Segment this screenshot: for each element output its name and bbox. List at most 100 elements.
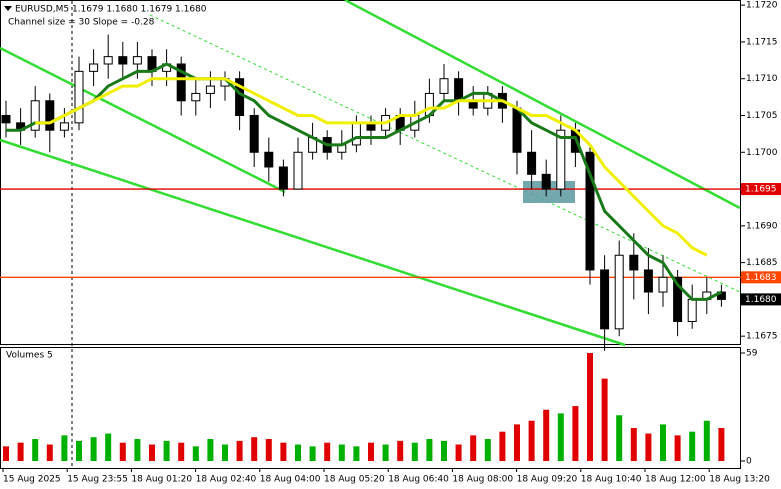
volume-bar [470,435,477,461]
y-tick-label: 1.1700 [746,148,778,158]
y-tick-label: 1.1705 [746,111,778,121]
volume-bar [265,439,272,461]
channel-lower [0,138,626,347]
candle-body [118,56,128,65]
level-label: 1.1680 [745,295,777,305]
y-tick-label: 1.1685 [746,258,778,268]
x-tick-label: 18 Aug 05:20 [324,475,385,485]
channel-upper [344,0,741,210]
x-tick-label: 15 Aug 2025 [3,475,61,485]
volume-bar [703,420,710,461]
x-tick-label: 18 Aug 13:20 [709,475,770,485]
channel-center [149,14,741,293]
candle-body [643,269,653,293]
volume-bar [353,446,360,461]
indicator-label: Channel size = 30 Slope = -0.28 [8,18,155,28]
candle-body [556,129,566,190]
volume-bar [119,442,126,461]
x-tick-label: 18 Aug 01:20 [131,475,192,485]
volume-bar [601,378,608,461]
volume-bar [382,444,389,461]
volume-bar [368,442,374,461]
moving-average [6,62,723,301]
channel-mid [0,46,286,194]
volume-bar [645,433,652,461]
volume-bar [572,406,579,461]
candle-body [527,151,537,175]
volume-bar [674,435,681,461]
volume-bar [76,440,82,461]
volume-bar [251,437,258,461]
volume-bar [338,444,345,461]
volume-bar [192,446,199,461]
x-tick-label: 18 Aug 04:00 [260,475,321,485]
candle-body [614,254,624,330]
volume-bar [455,444,462,461]
volume-bar [134,439,141,461]
candle-body [30,100,40,131]
volume-bar [309,446,316,461]
v-tick-label: 0 [746,457,752,467]
volume-bar [689,431,696,461]
volume-bar [32,439,39,461]
price-pane [0,0,741,345]
volume-bar [207,439,214,461]
volume-bar [178,442,185,461]
candle-body [293,151,303,190]
volume-bar [499,431,506,461]
candle-body [205,85,215,94]
candle-body [673,276,683,322]
candle-body [89,63,99,72]
candle-body [45,100,55,131]
candle-body [585,151,595,271]
volume-pane [0,347,741,469]
y-tick-label: 1.1715 [746,37,778,47]
volume-bar [280,442,287,461]
candle-body [687,298,697,322]
x-tick-label: 18 Aug 06:40 [388,475,449,485]
x-tick-label: 18 Aug 02:40 [196,475,257,485]
volume-bar [17,442,24,461]
volume-bar [397,440,404,461]
volume-bar [718,428,725,461]
volume-bar [61,435,68,461]
volume-title: Volumes 5 [6,351,53,361]
volume-bar [149,444,155,461]
candle-body [249,114,259,153]
x-tick-label: 15 Aug 23:55 [67,475,128,485]
volume-bar [3,446,9,461]
volume-bar [324,442,331,461]
volume-bar [411,442,418,461]
candle-body [191,92,201,102]
volume-bar [90,437,97,461]
volume-bar [426,439,433,461]
chart-title: EURUSD,M5 1.1679 1.1680 1.1679 1.1680 [15,5,207,15]
volume-bar [630,428,637,461]
candle-body [351,122,361,146]
volume-bar [441,440,447,461]
v-tick-label: 59 [746,349,758,359]
volume-bar [660,424,666,461]
candle-body [103,56,113,65]
candle-body [439,78,449,94]
candle-body [278,166,288,190]
candle-body [176,63,186,102]
volume-bar [236,440,243,461]
candle-body [74,70,84,124]
candle-body [59,122,69,131]
candle-body [658,276,668,293]
volume-bar [484,439,491,461]
candle-body [600,269,610,330]
x-tick-label: 18 Aug 09:20 [517,475,578,485]
volume-bar [557,413,564,461]
volume-bar [616,415,623,461]
candle-body [541,173,551,190]
y-tick-label: 1.1720 [746,1,778,11]
volume-bar [295,444,301,461]
volume-bar [528,420,535,461]
level-box [741,271,781,284]
level-label: 1.1695 [745,185,777,195]
candle-body [264,151,274,168]
level-label: 1.1683 [745,273,777,283]
